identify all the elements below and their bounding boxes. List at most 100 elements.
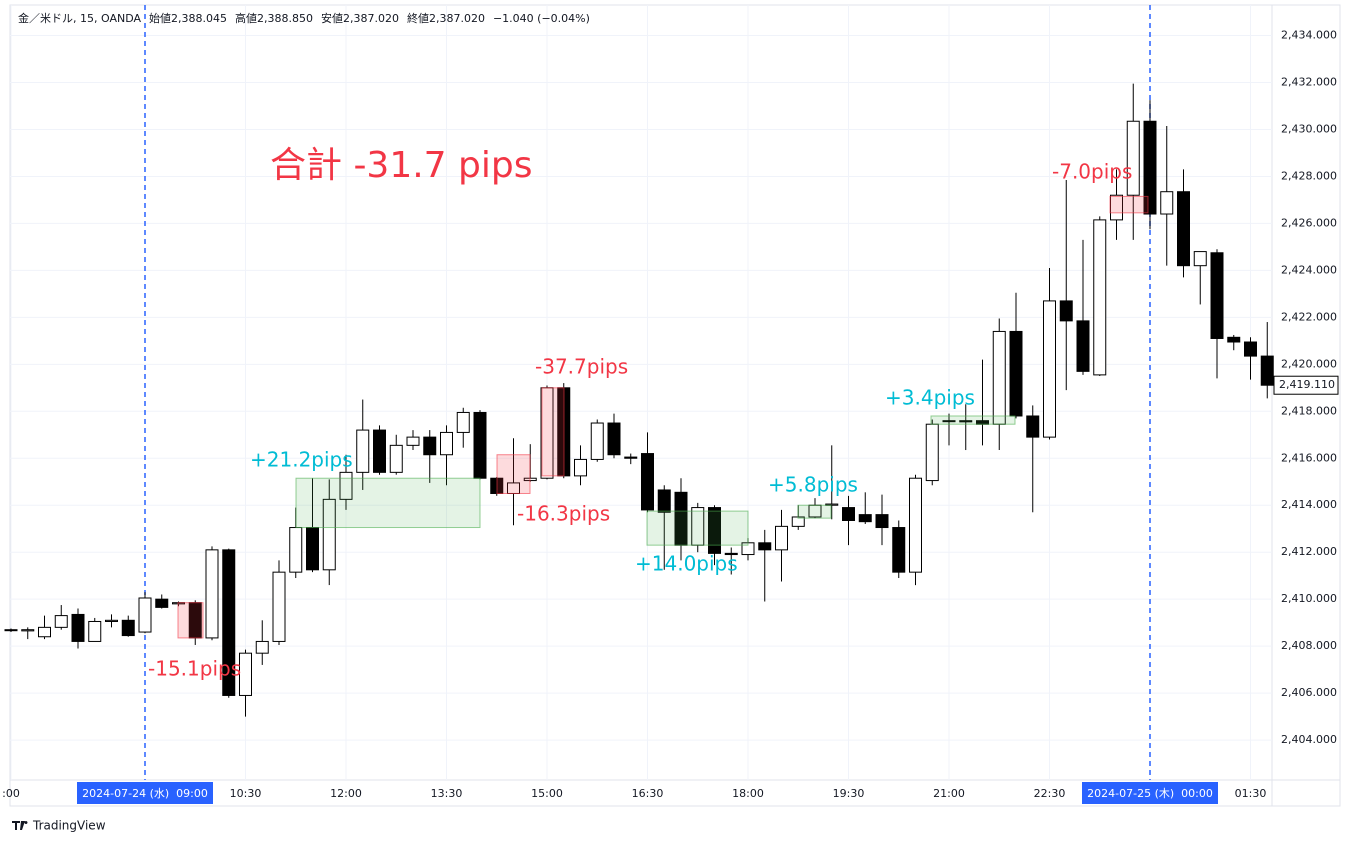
header-item: 2,388.850: [257, 12, 313, 25]
candle-body: [1260, 355, 1274, 386]
header-item: 金／米ドル, 15, OANDA: [18, 11, 141, 25]
x-tick-label: 2024-07-25 (木) 00:00: [1087, 787, 1213, 800]
y-tick-label: 2,418.000: [1281, 404, 1337, 417]
candle-body: [339, 471, 353, 500]
candle-body: [71, 613, 85, 642]
trade-label: -15.1pips: [148, 657, 241, 681]
header-item: 高値: [235, 11, 257, 25]
y-tick-label: 2,408.000: [1281, 639, 1337, 652]
candle-body: [1143, 120, 1157, 215]
y-tick-label: 2,424.000: [1281, 263, 1337, 276]
y-tick-label: 2,428.000: [1281, 169, 1337, 182]
trade-label: +3.4pips: [885, 386, 975, 410]
candle-body: [1009, 330, 1023, 417]
x-tick-label: 12:00: [330, 787, 362, 800]
candle-body: [1126, 120, 1140, 196]
candle-body: [909, 477, 922, 573]
candle-body: [825, 503, 839, 506]
last-price-box: [1273, 375, 1339, 395]
y-tick-label: 2,404.000: [1281, 733, 1337, 746]
candle-body: [239, 652, 252, 696]
overlay: 金／米ドル, 15, OANDA 始値2,388.045 高値2,388.850 安値…: [2, 11, 1339, 833]
header-item: 2,388.045: [171, 12, 227, 25]
candle-body: [641, 453, 654, 511]
candle-body: [775, 525, 788, 551]
candle-body: [657, 489, 671, 513]
candle-body: [875, 514, 889, 529]
candle-body: [222, 549, 236, 696]
trade-label: -37.7pips: [535, 355, 628, 379]
trade-box: [295, 477, 481, 529]
candle-body: [992, 330, 1006, 425]
x-tick-label: 10:30: [230, 787, 262, 800]
candle-body: [155, 598, 169, 608]
trade-box: [930, 415, 1016, 425]
trade-box: [797, 504, 832, 519]
y-tick-label: 2,434.000: [1281, 29, 1337, 42]
trade-label: +21.2pips: [250, 448, 353, 472]
candle-body: [842, 507, 855, 521]
candle-body: [892, 527, 906, 573]
candle-body: [373, 429, 386, 473]
trade-box: [541, 387, 565, 477]
candle-body: [38, 626, 51, 638]
candle-body: [440, 431, 453, 456]
candle-body: [272, 571, 286, 642]
header-item: 安値: [321, 11, 343, 25]
y-tick-label: 2,432.000: [1281, 76, 1337, 89]
total-label: 合計 -31.7 pips: [270, 145, 533, 186]
candle-body: [1093, 219, 1107, 376]
candle-body: [624, 456, 638, 459]
candle-body: [1043, 300, 1056, 438]
candle-body: [925, 423, 939, 482]
candle-body: [21, 629, 35, 632]
candle-body: [1160, 191, 1174, 215]
candle-body: [959, 420, 973, 423]
candle-body: [1026, 415, 1040, 438]
header-item: 終値: [407, 11, 429, 25]
candle-body: [423, 436, 437, 456]
y-tick-label: 2,416.000: [1281, 451, 1337, 464]
y-tick-label: 2,412.000: [1281, 545, 1337, 558]
candle-body: [356, 429, 370, 473]
date-label-box: [1082, 782, 1218, 804]
candle-body: [289, 527, 303, 573]
candle-body: [456, 411, 470, 433]
grid: [10, 5, 1272, 780]
x-tick-label: 15:00: [531, 787, 563, 800]
header-item: 始値: [149, 11, 171, 25]
candle-body: [4, 629, 18, 632]
candle-body: [255, 640, 269, 654]
candle-body: [1193, 251, 1207, 267]
trade-label: -7.0pips: [1052, 160, 1132, 184]
header-item: 2,387.020: [343, 12, 399, 25]
candle-body: [1177, 191, 1190, 267]
candle-body: [708, 507, 721, 554]
candle-body: [88, 620, 102, 642]
candle-body: [1076, 320, 1090, 372]
last-price-label: 2,419.110: [1279, 378, 1335, 391]
branding: TradingView: [32, 819, 106, 833]
y-tick-label: 2,422.000: [1281, 310, 1337, 323]
date-label-box: [77, 782, 213, 804]
y-tick-label: 2,420.000: [1281, 357, 1337, 370]
candle-body: [607, 422, 621, 456]
candle-body: [54, 615, 68, 628]
x-tick-label: 21:00: [933, 787, 965, 800]
candle-body: [724, 552, 738, 556]
candle-body: [1210, 252, 1224, 339]
candle-body: [1227, 336, 1241, 343]
candle-body: [406, 436, 420, 446]
candle-body: [758, 542, 772, 551]
y-tick-label: 2,430.000: [1281, 122, 1337, 135]
candle-body: [942, 420, 956, 423]
candle-body: [205, 549, 219, 639]
chart-frame: [9, 4, 1341, 807]
candle-body: [1244, 341, 1257, 357]
trade-box: [496, 454, 531, 494]
x-tick-label: 01:30: [1235, 787, 1267, 800]
candle-body: [138, 597, 152, 633]
candle-body: [389, 444, 403, 473]
logo-icon: [12, 821, 28, 830]
